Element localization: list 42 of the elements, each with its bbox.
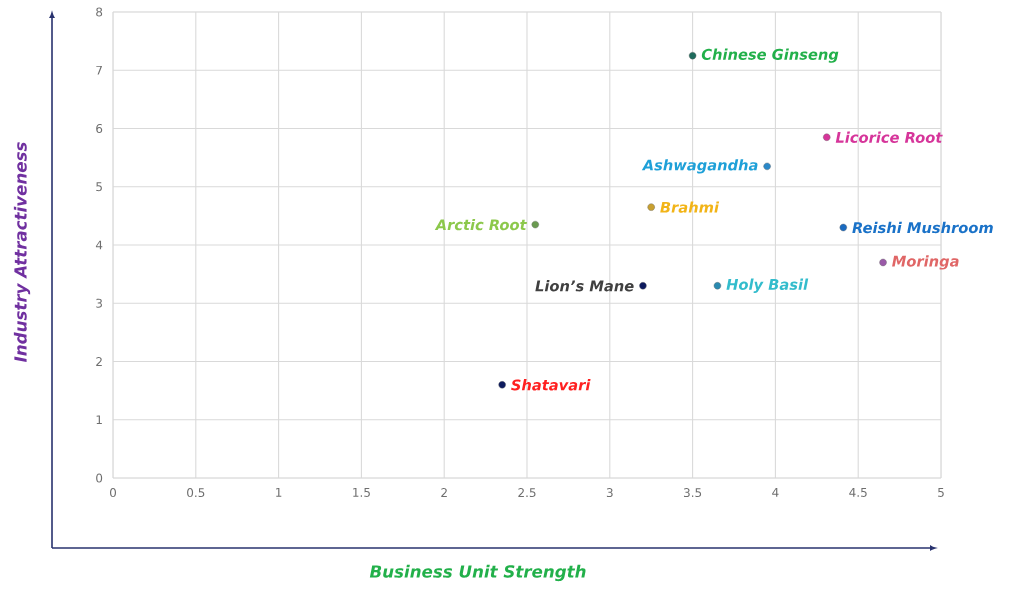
x-tick-label: 2.5 — [518, 488, 536, 498]
point — [498, 381, 506, 389]
point — [688, 52, 697, 60]
x-tick-label: 1 — [276, 488, 282, 497]
x-tick-label: 3.5 — [683, 488, 702, 498]
series-label: Licorice Root — [835, 131, 943, 143]
series-label: Arctic Root — [434, 218, 528, 231]
series-label: Holy Basil — [726, 278, 809, 293]
y-tick-label: 4 — [95, 240, 103, 250]
y-tick-label: 0 — [96, 473, 103, 483]
y-tick-label: 3 — [96, 298, 102, 308]
x-tick-label: 0 — [109, 488, 117, 498]
point — [879, 258, 887, 267]
point — [531, 220, 539, 229]
point — [763, 162, 771, 171]
x-tick-label: 4.5 — [849, 488, 867, 497]
series-label: Ashwagandha — [641, 159, 758, 174]
x-tick-label: 1.5 — [353, 488, 370, 497]
series-label: Chinese Ginseng — [701, 48, 839, 63]
x-tick-label: 0.5 — [187, 488, 205, 498]
point — [713, 282, 722, 290]
x-tick-label: 5 — [938, 488, 944, 497]
x-tick-label: 2 — [441, 488, 447, 497]
x-tick-label: 3 — [606, 488, 613, 498]
point — [823, 133, 831, 141]
y-tick-label: 1 — [96, 415, 102, 425]
series-label: Moringa — [892, 255, 959, 270]
y-tick-label: 5 — [96, 182, 102, 192]
y-tick-label: 8 — [96, 7, 103, 17]
series-label: Brahmi — [660, 201, 720, 213]
point — [839, 223, 847, 232]
series-label: Shatavari — [511, 379, 591, 391]
y-axis-title: Industry Attractiveness — [13, 142, 31, 363]
series-label: Reishi Mushroom — [852, 221, 993, 234]
y-tick-label: 2 — [96, 357, 102, 366]
y-tick-label: 6 — [96, 123, 103, 134]
x-axis-title: Business Unit Strength — [369, 564, 586, 582]
series-label: Lion’s Mane — [535, 280, 634, 292]
point — [647, 203, 655, 211]
point — [639, 282, 647, 290]
x-tick-label: 4 — [772, 488, 779, 497]
y-tick-label: 7 — [96, 65, 102, 75]
